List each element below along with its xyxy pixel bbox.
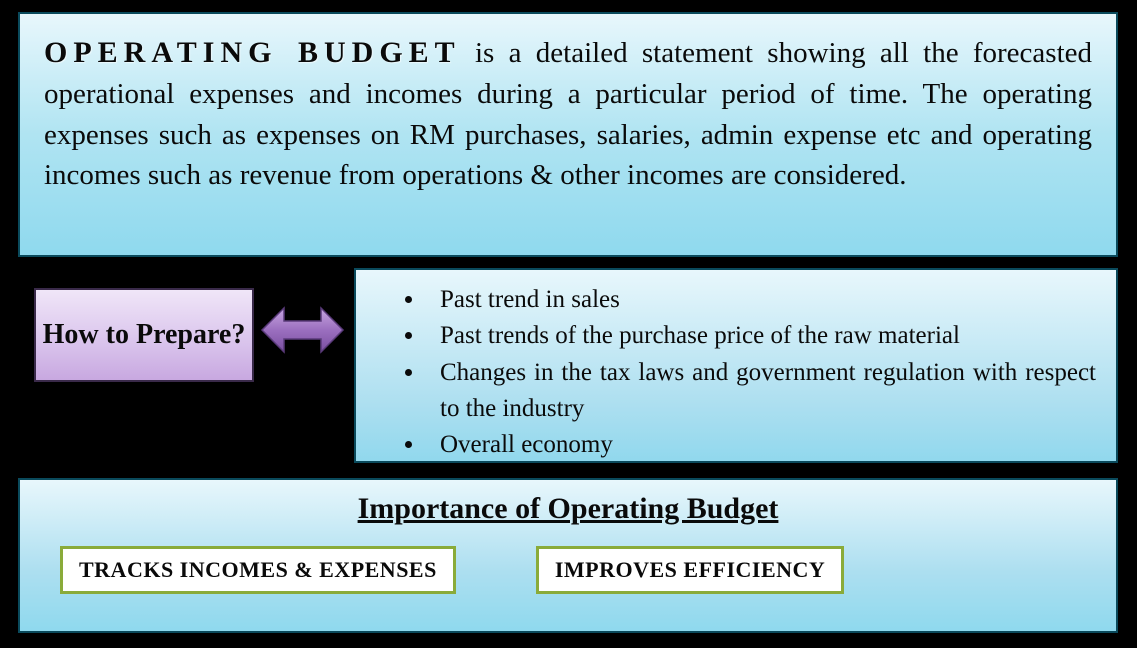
list-item: Changes in the tax laws and government r… (426, 355, 1096, 428)
definition-text: OPERATING BUDGET is a detailed statement… (44, 32, 1092, 196)
importance-pill: TRACKS INCOMES & EXPENSES (60, 546, 456, 594)
importance-panel: Importance of Operating Budget TRACKS IN… (18, 478, 1118, 633)
importance-heading: Importance of Operating Budget (40, 492, 1096, 526)
list-item: Overall economy (426, 427, 1096, 463)
list-item: Past trends of the purchase price of the… (426, 318, 1096, 354)
definition-panel: OPERATING BUDGET is a detailed statement… (18, 12, 1118, 257)
how-to-prepare-label: How to Prepare? (43, 318, 246, 352)
how-to-prepare-bullets-panel: Past trend in sales Past trends of the p… (354, 268, 1118, 463)
bullet-list: Past trend in sales Past trends of the p… (396, 282, 1096, 463)
importance-pill: IMPROVES EFFICIENCY (536, 546, 844, 594)
importance-pill-row: TRACKS INCOMES & EXPENSES IMPROVES EFFIC… (40, 546, 1096, 594)
double-arrow-icon (260, 300, 345, 360)
list-item: Past trend in sales (426, 282, 1096, 318)
how-to-prepare-box: How to Prepare? (34, 288, 254, 382)
definition-lead: OPERATING BUDGET (44, 36, 461, 69)
